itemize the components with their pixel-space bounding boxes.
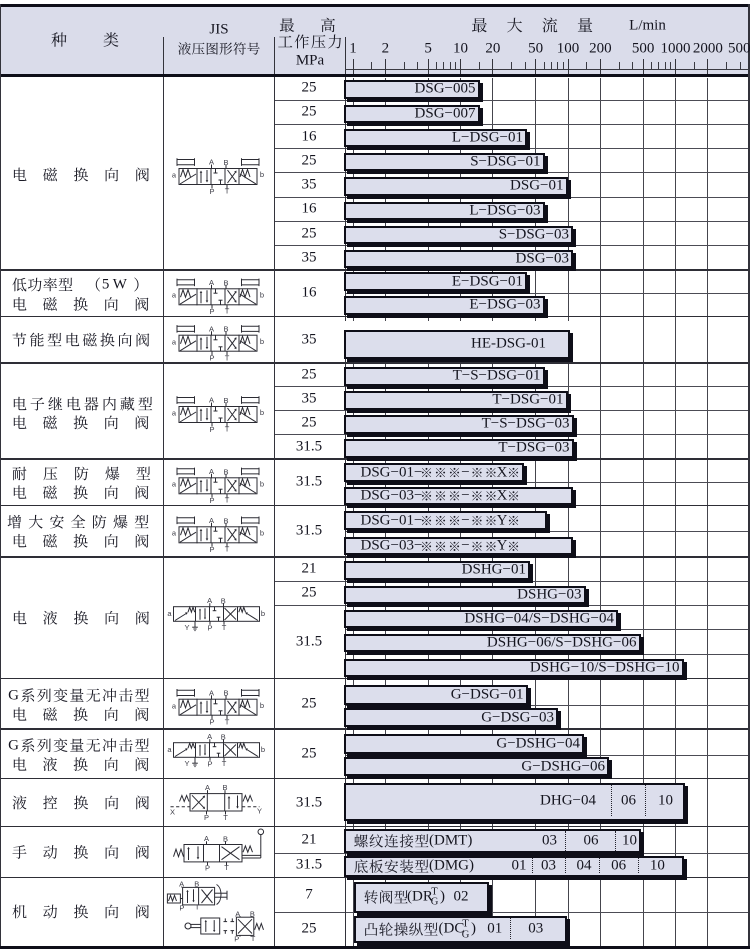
svg-text:P: P (205, 863, 210, 872)
svg-text:P: P (234, 935, 239, 944)
svg-text:A: A (207, 732, 212, 741)
svg-text:A: A (179, 880, 184, 889)
svg-text:T: T (225, 307, 230, 316)
svg-text:B: B (223, 689, 228, 698)
svg-text:T: T (251, 934, 256, 943)
svg-text:B: B (223, 516, 228, 525)
svg-text:B: B (223, 396, 228, 405)
svg-text:a: a (172, 171, 177, 180)
svg-text:P: P (179, 903, 184, 912)
svg-text:B: B (194, 879, 199, 888)
svg-text:a: a (172, 701, 177, 710)
svg-text:T: T (225, 187, 230, 196)
svg-text:A: A (209, 324, 214, 333)
svg-text:a: a (167, 745, 172, 754)
svg-text:P: P (204, 813, 209, 822)
svg-text:a: a (167, 609, 172, 618)
svg-text:T: T (225, 717, 230, 726)
svg-text:A: A (209, 278, 214, 287)
svg-text:T: T (225, 496, 230, 505)
svg-text:T: T (225, 425, 230, 434)
svg-text:Y: Y (184, 759, 189, 768)
svg-text:A: A (209, 516, 214, 525)
svg-text:X: X (170, 807, 175, 816)
svg-text:P: P (207, 624, 212, 633)
svg-text:A: A (207, 596, 212, 605)
svg-text:T: T (225, 545, 230, 554)
svg-text:B: B (221, 733, 226, 742)
svg-text:a: a (172, 337, 177, 346)
svg-text:P: P (209, 425, 214, 434)
svg-text:B: B (223, 467, 228, 476)
svg-text:b: b (261, 745, 265, 754)
svg-text:a: a (172, 409, 177, 418)
svg-text:b: b (261, 609, 265, 618)
svg-text:B: B (221, 597, 226, 606)
svg-text:T: T (195, 903, 200, 912)
svg-text:A: A (209, 689, 214, 698)
svg-text:A: A (209, 467, 214, 476)
svg-text:a: a (172, 529, 177, 538)
svg-text:b: b (260, 701, 264, 710)
svg-text:A: A (204, 834, 209, 843)
svg-text:A: A (209, 396, 214, 405)
svg-text:A: A (209, 158, 214, 167)
svg-text:B: B (223, 325, 228, 334)
svg-text:T: T (225, 353, 230, 362)
svg-text:B: B (223, 834, 228, 843)
svg-text:b: b (260, 479, 264, 488)
svg-text:P: P (209, 545, 214, 554)
svg-text:P: P (209, 718, 214, 727)
svg-text:T: T (223, 813, 228, 822)
svg-text:Y: Y (257, 806, 262, 815)
svg-text:b: b (260, 529, 264, 538)
svg-text:Y: Y (184, 623, 189, 632)
svg-text:B: B (222, 783, 227, 792)
svg-text:b: b (260, 337, 264, 346)
svg-text:A: A (205, 783, 210, 792)
svg-text:P: P (207, 760, 212, 769)
svg-text:a: a (172, 480, 177, 489)
svg-text:b: b (260, 290, 264, 299)
svg-text:B: B (250, 910, 255, 919)
svg-text:A: A (235, 909, 240, 918)
svg-text:B: B (223, 278, 228, 287)
svg-text:T: T (222, 623, 227, 632)
svg-text:T: T (224, 863, 229, 872)
svg-text:B: B (223, 158, 228, 167)
svg-text:b: b (260, 408, 264, 417)
svg-text:T: T (222, 759, 227, 768)
svg-text:a: a (172, 291, 177, 300)
svg-text:P: P (209, 187, 214, 196)
svg-text:b: b (260, 170, 264, 179)
